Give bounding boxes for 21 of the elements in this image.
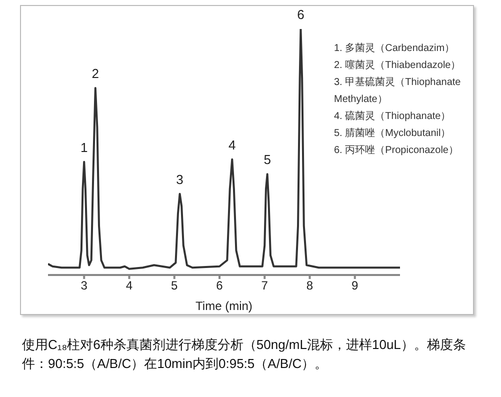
annotation: 6 <box>297 7 304 22</box>
x-tick-label: 9 <box>352 278 359 293</box>
text: 使用C₁₈柱对6种杀真菌剂进行梯度分析（50ng/mL混标，进样10uL）。梯度条件：90:5:5（A/B/C）在10min内到0:95:5（A/B/C）。 <box>22 336 467 373</box>
annotation: 2. 噻菌灵（Thiabendazole） <box>334 58 462 73</box>
annotation: 4 <box>228 137 236 152</box>
annotation: 2 <box>92 66 99 82</box>
x-tick-label: 5 <box>171 278 178 293</box>
x-tick-label: 8 <box>306 278 314 293</box>
annotation: 1 <box>80 140 88 155</box>
annotation: 5. 腈菌唑（Myclobutanil） <box>334 126 452 141</box>
annotation: 5 <box>264 152 271 168</box>
annotation: 3 <box>176 172 184 187</box>
x-axis-title: Time (min) <box>196 299 252 313</box>
annotation: 4. 硫菌灵（Thiophanate） <box>334 110 452 124</box>
x-tick-label: 6 <box>216 278 224 293</box>
annotation: 3. 甲基硫菌灵（Thiophanate Methylate） <box>334 76 462 107</box>
x-tick-label: 7 <box>261 278 268 293</box>
annotation: 1. 多菌灵（Carbendazim） <box>334 42 456 56</box>
x-tick-label: 3 <box>80 278 88 293</box>
annotation: 6. 丙环唑（Propiconazole） <box>334 144 460 158</box>
x-tick-label: 4 <box>126 278 133 293</box>
